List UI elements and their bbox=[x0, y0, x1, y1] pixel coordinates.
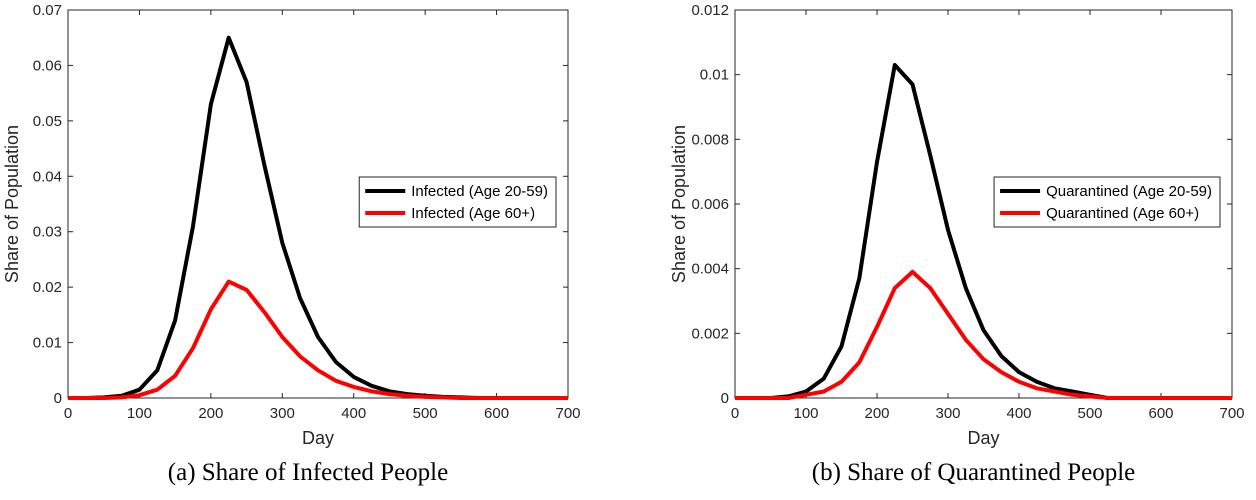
x-tick-label: 500 bbox=[413, 405, 438, 422]
y-tick-label: 0.012 bbox=[691, 2, 729, 19]
x-tick-label: 0 bbox=[64, 405, 72, 422]
x-tick-label: 600 bbox=[484, 405, 509, 422]
y-tick-label: 0 bbox=[721, 390, 729, 407]
series-line bbox=[68, 279, 568, 400]
caption: (b) Share of Quarantined People bbox=[812, 459, 1136, 486]
x-tick-label: 300 bbox=[270, 405, 295, 422]
x-tick-label: 400 bbox=[341, 405, 366, 422]
y-tick-label: 0.01 bbox=[33, 335, 62, 352]
x-axis-label: Day bbox=[967, 428, 999, 448]
legend-label: Quarantined (Age 60+) bbox=[1046, 205, 1199, 222]
y-axis-label: Share of Population bbox=[669, 125, 689, 283]
x-tick-label: 100 bbox=[793, 405, 818, 422]
x-tick-label: 300 bbox=[935, 405, 960, 422]
y-tick-label: 0.002 bbox=[691, 325, 729, 342]
x-tick-label: 400 bbox=[1006, 405, 1031, 422]
y-tick-label: 0.05 bbox=[33, 113, 62, 130]
legend bbox=[993, 176, 1221, 228]
x-axis-label: Day bbox=[302, 428, 334, 448]
legend-label: Quarantined (Age 20-59) bbox=[1046, 183, 1212, 200]
y-tick-label: 0.008 bbox=[691, 131, 729, 148]
x-tick-label: 200 bbox=[198, 405, 223, 422]
x-tick-label: 500 bbox=[1077, 405, 1102, 422]
x-tick-label: 100 bbox=[127, 405, 152, 422]
x-tick-label: 700 bbox=[1219, 405, 1244, 422]
legend-label: Infected (Age 20-59) bbox=[411, 183, 548, 200]
y-tick-label: 0.07 bbox=[33, 2, 62, 19]
x-tick-label: 0 bbox=[731, 405, 739, 422]
legend-label: Infected (Age 60+) bbox=[411, 205, 535, 222]
series-line bbox=[735, 269, 1232, 400]
legend bbox=[358, 176, 557, 228]
y-tick-label: 0.03 bbox=[33, 224, 62, 241]
y-tick-label: 0.01 bbox=[700, 67, 729, 84]
caption: (a) Share of Infected People bbox=[168, 459, 448, 486]
x-tick-label: 700 bbox=[555, 405, 580, 422]
x-tick-label: 200 bbox=[864, 405, 889, 422]
y-axis-label: Share of Population bbox=[2, 125, 22, 283]
x-tick-label: 600 bbox=[1148, 405, 1173, 422]
y-tick-label: 0.06 bbox=[33, 57, 62, 74]
y-tick-label: 0.04 bbox=[33, 168, 62, 185]
y-tick-label: 0.02 bbox=[33, 279, 62, 296]
y-tick-label: 0 bbox=[54, 390, 62, 407]
y-tick-label: 0.004 bbox=[691, 261, 729, 278]
y-tick-label: 0.006 bbox=[691, 196, 729, 213]
